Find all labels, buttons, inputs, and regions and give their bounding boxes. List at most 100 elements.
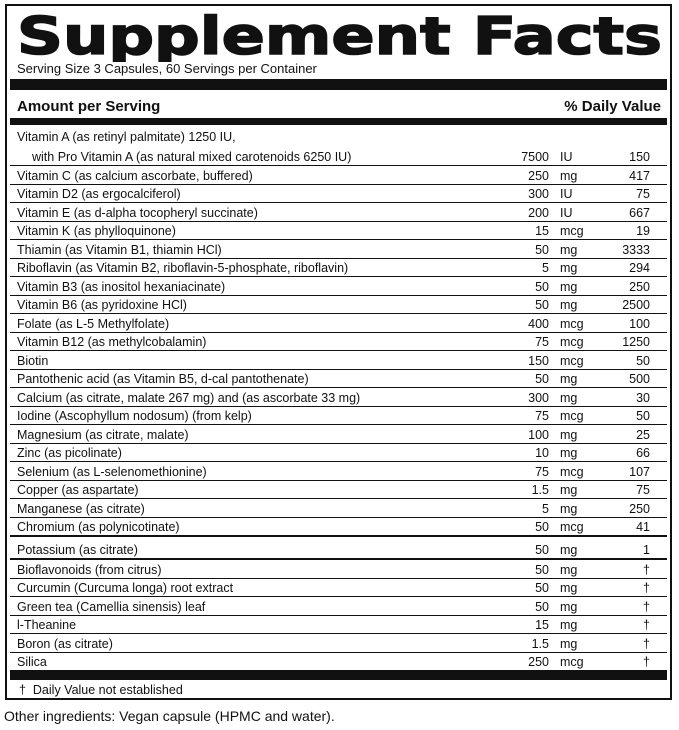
nutrient-row: Manganese (as citrate) 5 mg 250 xyxy=(10,499,667,518)
unit: mg xyxy=(560,501,578,516)
unit: mg xyxy=(560,427,578,442)
daily-value: 667 xyxy=(629,205,650,220)
nutrient-row: Calcium (as citrate, malate 267 mg) and … xyxy=(10,388,667,407)
daily-value: † xyxy=(643,618,650,632)
unit: mg xyxy=(560,279,578,294)
nutrient-rows: Vitamin A (as retinyl palmitate) 1250 IU… xyxy=(10,129,667,670)
daily-value: † xyxy=(643,562,650,577)
amount: 250 xyxy=(528,655,549,669)
nutrient-row: Magnesium (as citrate, malate) 100 mg 25 xyxy=(10,425,667,444)
nutrient-row: Silica 250 mcg † xyxy=(10,653,667,671)
unit: mg xyxy=(560,390,578,405)
dv-header: % Daily Value xyxy=(564,98,661,115)
nutrient-name: Vitamin B6 (as pyridoxine HCl) xyxy=(17,298,187,312)
unit: mcg xyxy=(560,655,584,669)
daily-value: † xyxy=(643,599,650,614)
nutrient-row: Vitamin B3 (as inositol hexaniacinate) 50… xyxy=(10,277,667,296)
daily-value: 1250 xyxy=(622,335,650,349)
daily-value: 3333 xyxy=(622,242,650,257)
amount: 50 xyxy=(535,242,549,257)
daily-value: 19 xyxy=(636,224,650,238)
daily-value: 294 xyxy=(629,261,650,275)
unit: mg xyxy=(560,168,578,183)
nutrient-name: Bioflavonoids (from citrus) xyxy=(17,562,162,577)
amount: 5 xyxy=(542,501,549,516)
unit: mcg xyxy=(560,353,584,368)
amount: 50 xyxy=(535,562,549,577)
unit: mg xyxy=(560,446,578,460)
nutrient-row: Curcumin (Curcuma longa) root extract 50 m… xyxy=(10,579,667,597)
nutrient-name: Folate (as L-5 Methylfolate) xyxy=(17,316,170,331)
nutrient-name: Curcumin (Curcuma longa) root extract xyxy=(17,581,234,595)
nutrient-name: Vitamin E (as d-alpha tocopheryl succina… xyxy=(17,205,258,220)
unit: mcg xyxy=(560,464,584,479)
daily-value: 417 xyxy=(629,168,650,183)
nutrient-name: Riboflavin (as Vitamin B2, riboflavin-5-… xyxy=(17,261,349,275)
unit: mcg xyxy=(560,224,584,238)
serving-size: Serving Size 3 Capsules, 60 Servings per… xyxy=(17,61,317,76)
amount: 15 xyxy=(535,618,549,632)
nutrient-name: Vitamin D2 (as ergocalciferol) xyxy=(17,187,181,201)
daily-value: 250 xyxy=(629,279,650,294)
unit: mcg xyxy=(560,520,584,534)
nutrient-row: Vitamin E (as d-alpha tocopheryl succina… xyxy=(10,203,667,222)
daily-value: 107 xyxy=(629,464,650,479)
amount: 250 xyxy=(528,168,549,183)
amount: 1.5 xyxy=(531,636,549,651)
daily-value: 2500 xyxy=(622,298,650,312)
unit: mg xyxy=(560,562,578,577)
nutrient-row: Potassium (as citrate) 50 mg 1 xyxy=(10,537,667,560)
nutrient-row: Folate (as L-5 Methylfolate) 400 mcg 100 xyxy=(10,314,667,333)
nutrient-name: Vitamin B12 (as methylcobalamin) xyxy=(17,335,207,349)
nutrient-row: Thiamin (as Vitamin B1, thiamin HCl) 50 mg… xyxy=(10,240,667,259)
nutrient-name: Thiamin (as Vitamin B1, thiamin HCl) xyxy=(17,242,222,257)
amount: 50 xyxy=(535,298,549,312)
unit: mg xyxy=(560,636,578,651)
unit: mg xyxy=(560,372,578,386)
daily-value: 75 xyxy=(636,187,650,201)
unit: mg xyxy=(560,483,578,497)
nutrient-name: Vitamin C (as calcium ascorbate, buffere… xyxy=(17,168,253,183)
nutrient-row: Iodine (Ascophyllum nodosum) (from kelp)… xyxy=(10,407,667,425)
amount: 75 xyxy=(535,464,549,479)
daily-value: 30 xyxy=(636,390,650,405)
daily-value: 75 xyxy=(636,483,650,497)
nutrient-name: Biotin xyxy=(17,353,49,368)
amount: 300 xyxy=(528,187,549,201)
nutrient-name: Pantothenic acid (as Vitamin B5, d-cal p… xyxy=(17,372,309,386)
amount: 75 xyxy=(535,335,549,349)
amount: 10 xyxy=(535,446,549,460)
title: Supplement Facts xyxy=(17,10,662,62)
unit: mcg xyxy=(560,409,584,423)
daily-value: 25 xyxy=(636,427,650,442)
nutrient-row: Vitamin D2 (as ergocalciferol) 300 IU 75 xyxy=(10,185,667,203)
nutrient-row: Green tea (Camellia sinensis) leaf 50 mg † xyxy=(10,597,667,616)
nutrient-row: Biotin 150 mcg 50 xyxy=(10,351,667,370)
nutrient-name: Iodine (Ascophyllum nodosum) (from kelp) xyxy=(17,409,252,423)
daily-value: 100 xyxy=(629,316,650,331)
facts-panel: Supplement Facts Serving Size 3 Capsules… xyxy=(5,4,672,700)
nutrient-row: Vitamin A (as retinyl palmitate) 1250 IU… xyxy=(10,129,667,166)
nutrient-name: Chromium (as polynicotinate) xyxy=(17,520,180,534)
nutrient-name: Vitamin K (as phylloquinone) xyxy=(17,224,176,238)
nutrient-row: Zinc (as picolinate) 10 mg 66 xyxy=(10,444,667,462)
daily-value: 500 xyxy=(629,372,650,386)
amount: 15 xyxy=(535,224,549,238)
daily-value: 41 xyxy=(636,520,650,534)
unit: mg xyxy=(560,618,578,632)
unit: mcg xyxy=(560,335,584,349)
amount: 300 xyxy=(528,390,549,405)
unit: mg xyxy=(560,242,578,257)
amount: 1.5 xyxy=(531,483,549,497)
nutrient-row: Vitamin B6 (as pyridoxine HCl) 50 mg 2500 xyxy=(10,296,667,314)
nutrient-name: Green tea (Camellia sinensis) leaf xyxy=(17,599,206,614)
nutrient-row: Copper (as aspartate) 1.5 mg 75 xyxy=(10,481,667,499)
unit: mg xyxy=(560,543,578,557)
thick-rule xyxy=(10,79,667,90)
daily-value: 150 xyxy=(629,150,650,164)
nutrient-row: Boron (as citrate) 1.5 mg † xyxy=(10,634,667,653)
thick-rule xyxy=(10,670,667,680)
nutrient-name: Magnesium (as citrate, malate) xyxy=(17,427,189,442)
footnote: † Daily Value not established xyxy=(19,683,183,697)
